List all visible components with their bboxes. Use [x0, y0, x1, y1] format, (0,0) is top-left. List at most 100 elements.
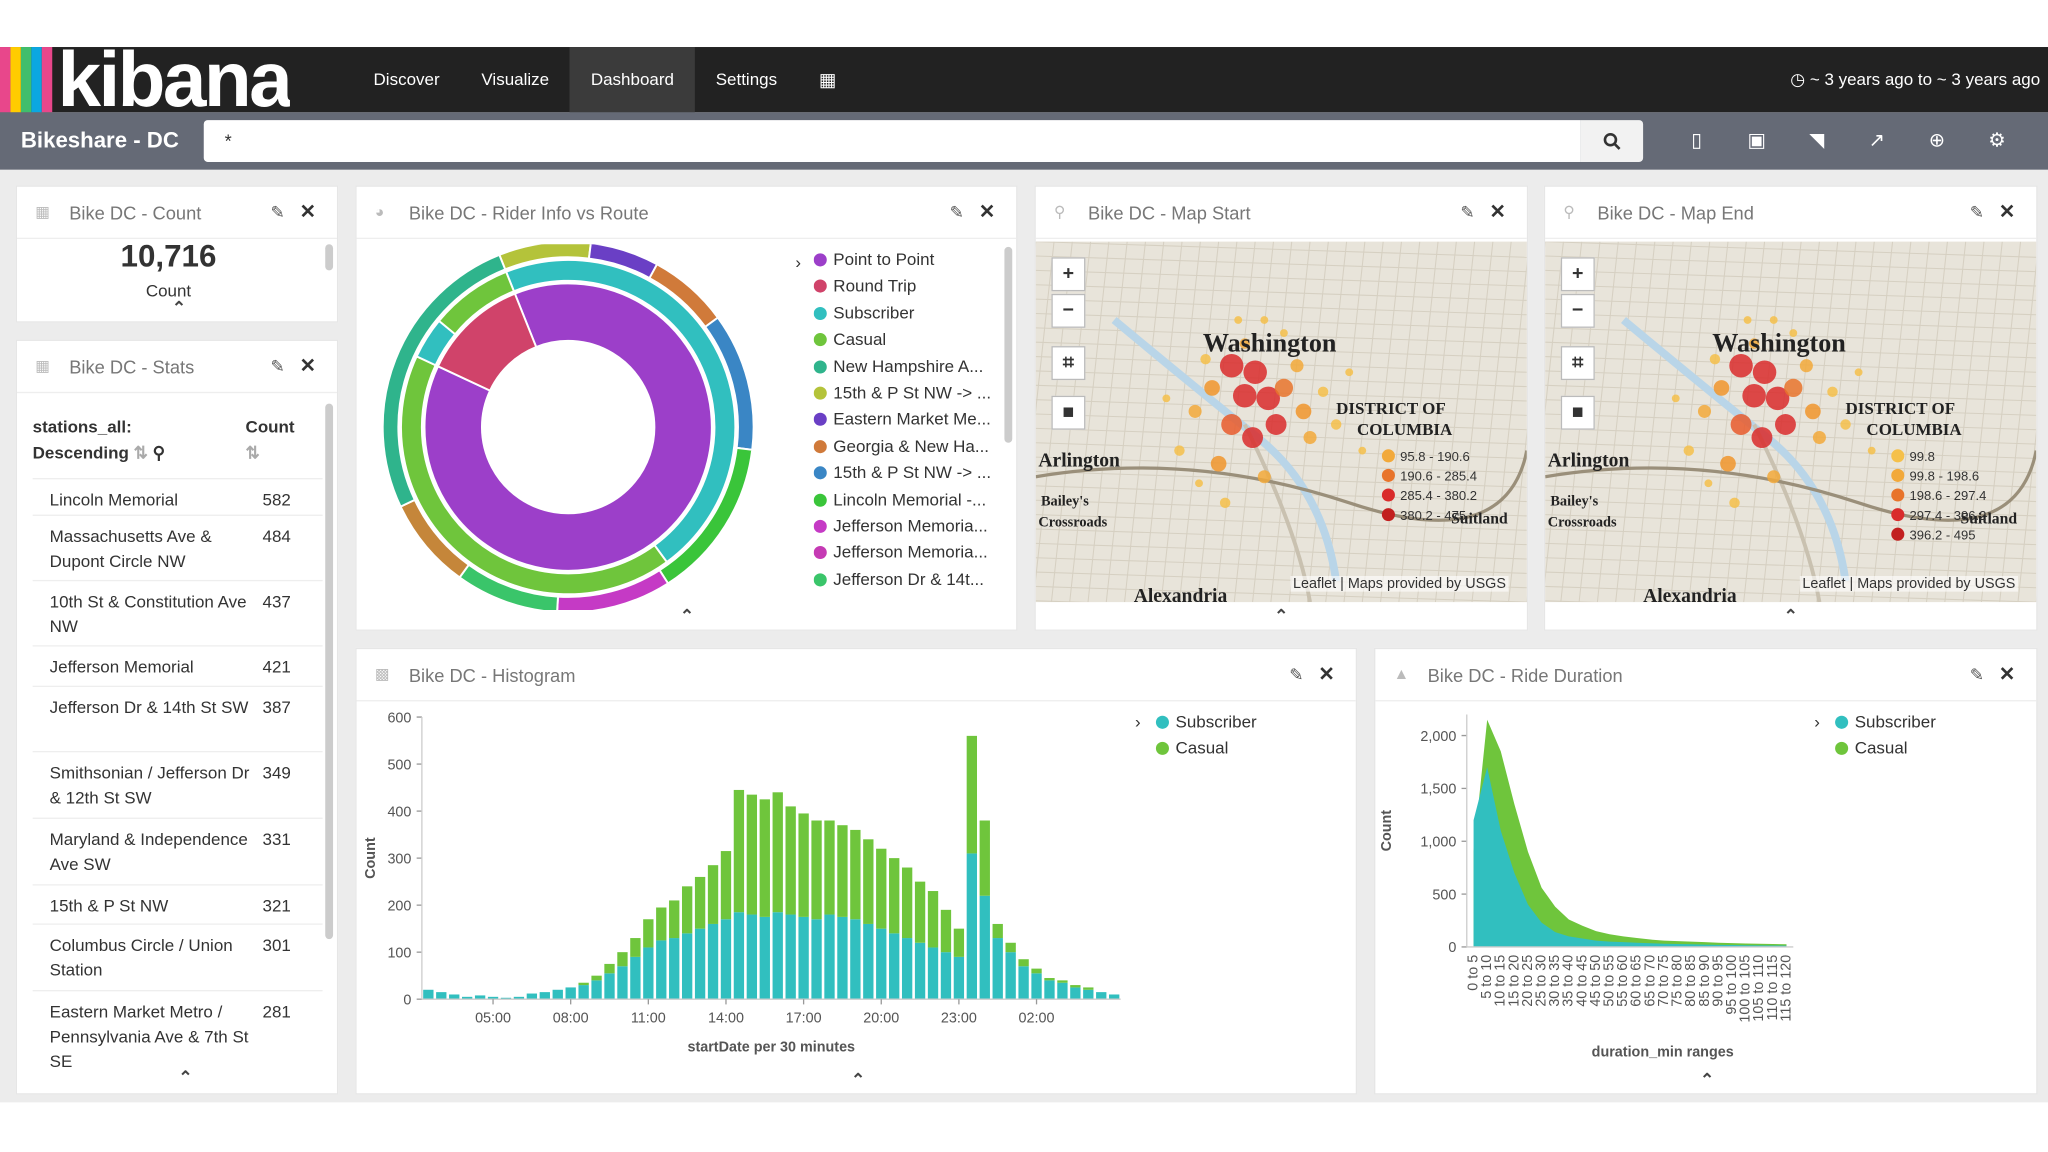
map-attribution[interactable]: Leaflet | Maps provided by USGS [1799, 575, 2018, 592]
bar-casual[interactable] [759, 799, 770, 917]
station-marker[interactable] [1729, 497, 1740, 509]
edit-icon[interactable]: ✎ [1969, 664, 1984, 685]
bar-subscriber[interactable] [656, 940, 667, 1000]
collapse-icon[interactable]: ⌃ [1783, 606, 1798, 626]
bar-casual[interactable] [669, 900, 680, 939]
bar-casual[interactable] [953, 928, 965, 957]
close-icon[interactable]: ✕ [299, 355, 317, 378]
close-icon[interactable]: ✕ [1998, 201, 2016, 224]
legend-toggle-icon[interactable]: › [1135, 711, 1141, 732]
collapse-icon[interactable]: ⌃ [1274, 606, 1289, 626]
bar-subscriber[interactable] [487, 996, 499, 1000]
bar-subscriber[interactable] [1096, 992, 1107, 1000]
station-marker[interactable] [1345, 368, 1354, 377]
bar-casual[interactable] [1044, 978, 1055, 981]
donut-slice[interactable] [381, 253, 507, 508]
bar-casual[interactable] [940, 909, 952, 953]
collapse-icon[interactable]: ⌃ [171, 297, 187, 318]
legend-toggle-icon[interactable]: › [1814, 711, 1820, 732]
station-marker[interactable] [1769, 316, 1778, 324]
bar-casual[interactable] [979, 820, 990, 896]
bar-subscriber[interactable] [992, 938, 1003, 1000]
station-marker[interactable] [1242, 427, 1264, 448]
station-marker[interactable] [1765, 386, 1790, 411]
bar-casual[interactable] [772, 792, 783, 913]
station-marker[interactable] [1358, 446, 1367, 455]
legend-toggle-icon[interactable]: › [795, 252, 802, 272]
bar-subscriber[interactable] [914, 942, 926, 1000]
bar-casual[interactable] [681, 886, 693, 934]
edit-icon[interactable]: ✎ [949, 202, 964, 223]
bar-subscriber[interactable] [1083, 989, 1094, 1000]
bar-subscriber[interactable] [1109, 994, 1120, 1000]
bar-subscriber[interactable] [1005, 952, 1016, 1000]
bar-subscriber[interactable] [578, 985, 589, 1000]
bar-casual[interactable] [785, 806, 796, 915]
scrollbar[interactable] [325, 244, 334, 271]
bar-subscriber[interactable] [694, 928, 706, 1000]
bar-subscriber[interactable] [759, 916, 770, 1000]
share-icon[interactable]: ↗ [1868, 129, 1886, 152]
station-marker[interactable] [1827, 386, 1838, 398]
apps-grid-icon[interactable]: ▦ [818, 69, 837, 91]
bar-casual[interactable] [863, 839, 874, 924]
donut-chart[interactable] [372, 244, 764, 610]
bar-subscriber[interactable] [707, 923, 719, 1000]
zoom-out-icon[interactable]: − [1051, 293, 1086, 328]
bar-casual[interactable] [914, 881, 926, 943]
station-marker[interactable] [1730, 414, 1752, 435]
station-marker[interactable] [1704, 479, 1713, 488]
save-icon[interactable]: ▣ [1747, 129, 1766, 152]
edit-icon[interactable]: ✎ [270, 356, 285, 377]
bar-subscriber[interactable] [901, 938, 913, 1000]
bar-casual[interactable] [746, 794, 758, 915]
bar-casual[interactable] [656, 907, 667, 941]
bar-subscriber[interactable] [591, 980, 602, 1000]
bar-subscriber[interactable] [539, 992, 550, 1000]
bar-subscriber[interactable] [669, 938, 680, 1000]
time-picker[interactable]: ◷ ~ 3 years ago to ~ 3 years ago [1790, 47, 2040, 112]
edit-icon[interactable]: ✎ [270, 202, 285, 223]
bar-subscriber[interactable] [772, 912, 783, 1000]
station-marker[interactable] [1784, 378, 1803, 398]
edit-icon[interactable]: ✎ [1969, 202, 1984, 223]
station-marker[interactable] [1799, 359, 1813, 373]
bar-casual[interactable] [720, 851, 732, 920]
bar-subscriber[interactable] [436, 992, 447, 1000]
station-marker[interactable] [1752, 360, 1777, 384]
bar-subscriber[interactable] [1044, 980, 1055, 1000]
station-marker[interactable] [1239, 338, 1250, 349]
station-marker[interactable] [1219, 497, 1231, 509]
station-marker[interactable] [1789, 329, 1798, 337]
bar-subscriber[interactable] [617, 966, 628, 1000]
station-marker[interactable] [1317, 386, 1329, 398]
search-icon[interactable]: ⚲ [152, 442, 166, 463]
station-marker[interactable] [1330, 419, 1342, 430]
bar-subscriber[interactable] [462, 996, 473, 1000]
station-marker[interactable] [1174, 445, 1185, 456]
station-marker[interactable] [1256, 386, 1280, 411]
bar-casual[interactable] [798, 813, 809, 917]
zoom-in-icon[interactable]: + [1560, 257, 1595, 292]
bar-subscriber[interactable] [643, 947, 654, 1000]
bar-casual[interactable] [578, 982, 589, 986]
add-panel-icon[interactable]: ⊕ [1928, 129, 1946, 152]
close-icon[interactable]: ✕ [978, 201, 996, 224]
bar-casual[interactable] [694, 876, 706, 929]
station-marker[interactable] [1812, 431, 1826, 445]
station-marker[interactable] [1751, 427, 1773, 448]
bar-casual[interactable] [992, 923, 1003, 939]
bar-subscriber[interactable] [785, 914, 796, 1000]
kibana-logo[interactable]: kibana [0, 47, 353, 113]
bar-subscriber[interactable] [1057, 982, 1068, 1000]
station-marker[interactable] [1257, 470, 1271, 484]
bar-casual[interactable] [591, 975, 602, 981]
bar-subscriber[interactable] [552, 989, 563, 1000]
map-attribution[interactable]: Leaflet | Maps provided by USGS [1290, 575, 1509, 592]
bar-subscriber[interactable] [1018, 966, 1029, 1000]
bar-casual[interactable] [837, 825, 848, 917]
bar-subscriber[interactable] [513, 996, 525, 1000]
bar-subscriber[interactable] [500, 997, 512, 1000]
station-marker[interactable] [1210, 455, 1227, 472]
